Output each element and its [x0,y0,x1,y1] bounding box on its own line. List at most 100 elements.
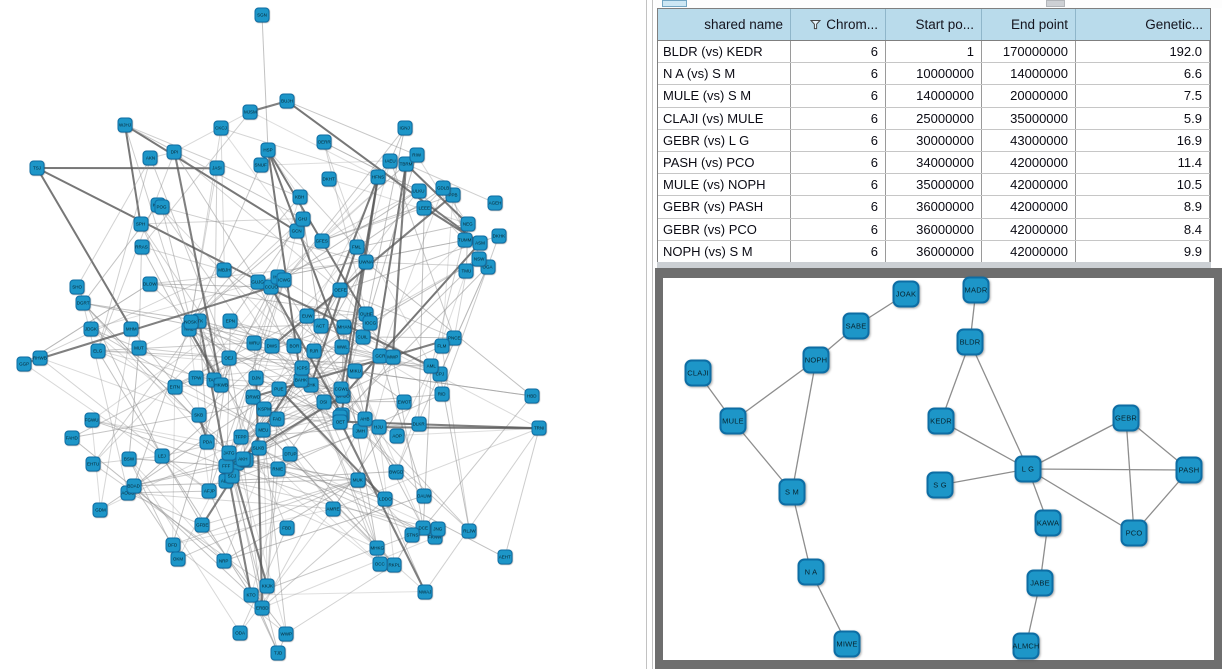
overview-node[interactable]: GCN [289,223,305,239]
overview-node[interactable]: NEG [460,216,476,232]
overview-node[interactable]: MHM [123,321,139,336]
overview-node[interactable]: FAD [269,411,285,427]
filter-funnel-icon[interactable] [810,19,822,30]
overview-node[interactable]: RKPL [386,557,402,573]
overview-node[interactable]: ICWG [276,272,292,288]
overview-node[interactable]: NSW [471,251,487,267]
overview-node[interactable]: JATG [221,445,237,461]
overview-node[interactable]: WWP [278,626,294,642]
detail-node-noph[interactable]: NOPH [802,346,830,374]
overview-node[interactable]: TRNI [531,420,547,436]
overview-node[interactable]: PDA [199,434,215,450]
overview-node[interactable]: JDGK [83,321,99,337]
overview-node[interactable]: DKHK [491,228,507,244]
overview-node[interactable]: KSPM [256,401,272,417]
overview-node[interactable]: DGRT [75,295,91,311]
overview-node[interactable]: UWNA [358,254,374,270]
table-row[interactable]: GEBR (vs) PASH 6 36000000 42000000 8.9 [658,196,1210,219]
overview-node[interactable]: JNG [430,521,446,537]
overview-node[interactable]: TJD [270,645,286,661]
overview-node[interactable]: SLKB [251,440,266,456]
overview-node[interactable]: AKH [235,451,251,467]
overview-node[interactable]: DKHT [321,171,337,187]
overview-node[interactable]: MBJH [216,262,232,278]
overview-node[interactable]: GHJ [295,211,311,227]
overview-node[interactable]: SGN [254,7,270,23]
detail-node-pash[interactable]: PASH [1175,456,1203,484]
overview-node[interactable]: CUIL [355,329,371,345]
overview-node[interactable]: IAEU [382,153,398,169]
detail-node-kedr[interactable]: KEDR [927,407,955,435]
overview-node[interactable]: EWOT [396,394,412,410]
overview-node[interactable]: LDDO [377,491,393,507]
overview-node[interactable]: CGWL [333,381,349,397]
overview-node[interactable]: ERBD [254,600,270,616]
overview-node[interactable]: AGEH [487,195,503,211]
overview-node[interactable]: NWAJ [417,584,433,600]
overview-node[interactable]: AOP [389,428,405,444]
column-header-start-position[interactable]: Start po... [886,9,982,40]
overview-node[interactable]: KKJK [259,578,275,594]
overview-node[interactable]: IOCG [362,315,378,331]
detail-node-s-g[interactable]: S G [926,471,954,499]
overview-node[interactable]: HKWB [213,377,229,393]
overview-node[interactable]: RIW [409,147,425,163]
column-header-shared-name[interactable]: shared name [658,9,791,40]
overview-node[interactable]: MJSM [242,104,258,119]
overview-node[interactable]: RID [434,386,450,402]
overview-node[interactable]: OEFE [332,282,348,298]
overview-node[interactable]: WRU [246,335,262,351]
overview-node[interactable]: SHO [69,279,85,295]
overview-node[interactable]: ICPS [294,360,310,376]
table-row[interactable]: MULE (vs) NOPH 6 35000000 42000000 10.5 [658,174,1210,197]
overview-node[interactable]: OKM [170,551,186,567]
overview-node[interactable]: KTO [243,587,259,603]
overview-node[interactable]: AMRE [325,501,341,517]
overview-node[interactable]: NOSK [183,314,199,330]
detail-network-canvas[interactable]: JOAK MADR SABE BLDR NOPH CLAJI GEBR MULE KEDR L G… [663,276,1214,660]
table-row[interactable]: NOPH (vs) S M 6 36000000 42000000 9.9 [658,240,1210,262]
overview-node[interactable]: BWGD [388,464,404,480]
overview-node[interactable]: MIKU [347,363,363,379]
overview-node[interactable]: GGP [16,356,32,372]
overview-node[interactable]: EUW [299,308,315,324]
overview-node[interactable]: OEJ [221,350,237,366]
overview-node[interactable]: OET [332,414,348,430]
detail-node-gebr[interactable]: GEBR [1112,404,1140,432]
overview-node[interactable]: DWS [264,338,280,354]
overview-node[interactable]: MEU [255,422,271,438]
overview-node[interactable]: TPW [188,370,204,386]
overview-node[interactable]: GDM [92,502,108,518]
detail-node-joak[interactable]: JOAK [892,280,920,308]
detail-node-s-m[interactable]: S M [778,478,806,506]
overview-node[interactable]: BDAD [126,478,142,494]
overview-node[interactable]: WWL [334,339,350,355]
overview-node[interactable]: DPI [166,144,182,160]
overview-node[interactable]: CKCJ [213,120,229,136]
overview-node[interactable]: RNIE [270,461,286,477]
table-row[interactable]: GEBR (vs) PCO 6 36000000 42000000 8.4 [658,218,1210,241]
overview-node[interactable]: ORWD [245,389,261,405]
detail-node-jabe[interactable]: JABE [1026,569,1054,597]
detail-node-mule[interactable]: MULE [719,407,747,435]
detail-node-miwe[interactable]: MIWE [833,630,861,658]
overview-node[interactable]: AKN [142,150,158,166]
overview-node[interactable]: TSJ [29,160,45,176]
overview-node[interactable]: LEEE [416,200,432,216]
overview-node[interactable]: TFPP [233,429,249,445]
overview-node[interactable]: IGNJ [397,120,413,136]
overview-node[interactable]: AFJP [201,483,217,499]
overview-node[interactable]: HJU [371,419,387,435]
horizontal-scrollbar[interactable] [657,262,1211,268]
overview-node[interactable]: NRP [216,553,232,569]
detail-node-pco[interactable]: PCO [1120,519,1148,547]
overview-node[interactable]: DTUP [282,446,298,462]
overview-node[interactable]: MUK [350,472,366,488]
overview-node[interactable]: GFES [314,233,330,249]
detail-node-n-a[interactable]: N A [797,558,825,586]
table-row[interactable]: GEBR (vs) L G 6 30000000 43000000 16.9 [658,129,1210,152]
detail-node-almch[interactable]: ALMCH [1012,632,1040,660]
overview-node[interactable]: JASI [209,160,225,176]
overview-node[interactable]: RHWB [32,350,48,366]
overview-node[interactable]: RLJW [461,523,477,539]
